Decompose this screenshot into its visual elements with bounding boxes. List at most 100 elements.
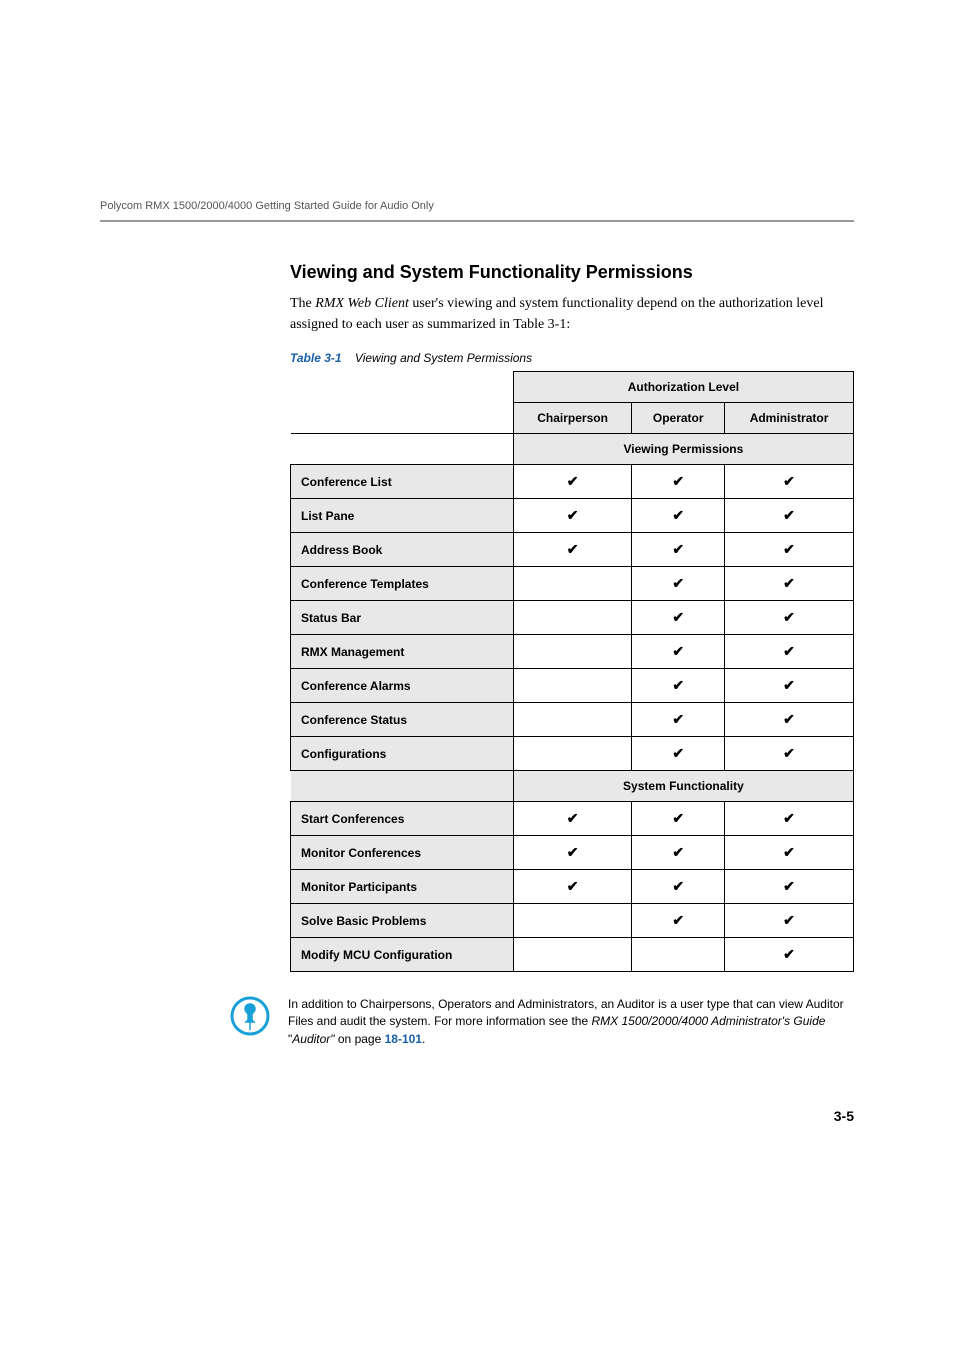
blank-corner bbox=[291, 372, 514, 434]
col-header: Administrator bbox=[725, 403, 854, 434]
table-caption: Table 3-1 Viewing and System Permissions bbox=[290, 351, 854, 365]
permission-cell: ✔ bbox=[725, 938, 854, 972]
permission-cell: ✔ bbox=[725, 904, 854, 938]
table-caption-label: Viewing and System Permissions bbox=[355, 351, 532, 365]
note-guide: RMX 1500/2000/4000 Administrator's Guide bbox=[591, 1014, 825, 1028]
check-icon: ✔ bbox=[783, 912, 795, 928]
row-label: Monitor Conferences bbox=[291, 836, 514, 870]
table-row: System Functionality bbox=[291, 771, 854, 802]
permission-cell: ✔ bbox=[725, 836, 854, 870]
permission-cell: ✔ bbox=[725, 802, 854, 836]
permission-cell: ✔ bbox=[513, 870, 632, 904]
check-icon: ✔ bbox=[783, 507, 795, 523]
check-icon: ✔ bbox=[672, 643, 684, 659]
col-header: Chairperson bbox=[513, 403, 632, 434]
header-rule bbox=[100, 220, 854, 222]
permission-cell bbox=[513, 601, 632, 635]
check-icon: ✔ bbox=[567, 473, 579, 489]
permission-cell: ✔ bbox=[632, 703, 725, 737]
check-icon: ✔ bbox=[783, 844, 795, 860]
permission-cell: ✔ bbox=[632, 499, 725, 533]
permission-cell: ✔ bbox=[725, 669, 854, 703]
table-row: Status Bar ✔ ✔ bbox=[291, 601, 854, 635]
note-page-link[interactable]: 18-101 bbox=[385, 1032, 422, 1046]
table-row: Configurations✔✔ bbox=[291, 737, 854, 771]
row-label: Conference Alarms bbox=[291, 669, 514, 703]
permission-cell: ✔ bbox=[632, 836, 725, 870]
intro-text-1: The bbox=[290, 296, 315, 311]
permission-cell: ✔ bbox=[725, 499, 854, 533]
permission-cell: ✔ bbox=[632, 669, 725, 703]
permission-cell: ✔ bbox=[725, 465, 854, 499]
permission-cell: ✔ bbox=[632, 465, 725, 499]
check-icon: ✔ bbox=[567, 507, 579, 523]
check-icon: ✔ bbox=[783, 643, 795, 659]
permission-cell: ✔ bbox=[632, 870, 725, 904]
table-row: Monitor Conferences✔✔✔ bbox=[291, 836, 854, 870]
permissions-table: Authorization Level Chairperson Operator… bbox=[290, 371, 854, 972]
check-icon: ✔ bbox=[672, 473, 684, 489]
row-label: Address Book bbox=[291, 533, 514, 567]
intro-paragraph: The RMX Web Client user's viewing and sy… bbox=[290, 293, 854, 335]
check-icon: ✔ bbox=[672, 541, 684, 557]
permission-cell: ✔ bbox=[725, 870, 854, 904]
permission-cell: ✔ bbox=[725, 635, 854, 669]
permission-cell: ✔ bbox=[513, 802, 632, 836]
row-label: Modify MCU Configuration bbox=[291, 938, 514, 972]
permission-cell: ✔ bbox=[725, 737, 854, 771]
check-icon: ✔ bbox=[783, 677, 795, 693]
check-icon: ✔ bbox=[783, 609, 795, 625]
check-icon: ✔ bbox=[567, 541, 579, 557]
table-row: Address Book ✔ ✔ ✔ bbox=[291, 533, 854, 567]
row-label: List Pane bbox=[291, 499, 514, 533]
note-block: In addition to Chairpersons, Operators a… bbox=[230, 996, 854, 1048]
check-icon: ✔ bbox=[672, 507, 684, 523]
check-icon: ✔ bbox=[783, 473, 795, 489]
permission-cell: ✔ bbox=[632, 567, 725, 601]
check-icon: ✔ bbox=[672, 912, 684, 928]
check-icon: ✔ bbox=[672, 711, 684, 727]
row-label: Solve Basic Problems bbox=[291, 904, 514, 938]
table-row: Conference Alarms ✔ ✔ bbox=[291, 669, 854, 703]
row-label: Monitor Participants bbox=[291, 870, 514, 904]
permission-cell: ✔ bbox=[725, 601, 854, 635]
permission-cell: ✔ bbox=[725, 703, 854, 737]
permission-cell: ✔ bbox=[632, 533, 725, 567]
check-icon: ✔ bbox=[672, 609, 684, 625]
section-title: Viewing and System Functionality Permiss… bbox=[290, 262, 854, 283]
intro-em: RMX Web Client bbox=[315, 296, 409, 311]
permission-cell bbox=[513, 737, 632, 771]
table-row: Monitor Participants ✔ ✔ ✔ bbox=[291, 870, 854, 904]
check-icon: ✔ bbox=[783, 878, 795, 894]
table-row: Authorization Level bbox=[291, 372, 854, 403]
row-label: Status Bar bbox=[291, 601, 514, 635]
check-icon: ✔ bbox=[567, 878, 579, 894]
row-label: Conference Templates bbox=[291, 567, 514, 601]
check-icon: ✔ bbox=[783, 946, 795, 962]
check-icon: ✔ bbox=[567, 810, 579, 826]
check-icon: ✔ bbox=[783, 745, 795, 761]
check-icon: ✔ bbox=[783, 810, 795, 826]
permission-cell: ✔ bbox=[632, 904, 725, 938]
permission-cell: ✔ bbox=[632, 601, 725, 635]
permission-cell: ✔ bbox=[513, 465, 632, 499]
permission-cell: ✔ bbox=[513, 499, 632, 533]
page-number: 3-5 bbox=[100, 1108, 854, 1124]
permission-cell: ✔ bbox=[632, 737, 725, 771]
check-icon: ✔ bbox=[672, 745, 684, 761]
permission-cell: ✔ bbox=[513, 836, 632, 870]
content-area: Viewing and System Functionality Permiss… bbox=[100, 262, 854, 1048]
permission-cell: ✔ bbox=[513, 533, 632, 567]
row-label: Conference Status bbox=[291, 703, 514, 737]
table-row: RMX Management✔✔ bbox=[291, 635, 854, 669]
table-row: Viewing Permissions bbox=[291, 434, 854, 465]
note-3: on page bbox=[335, 1032, 385, 1046]
check-icon: ✔ bbox=[783, 575, 795, 591]
check-icon: ✔ bbox=[672, 878, 684, 894]
permission-cell bbox=[513, 635, 632, 669]
table-row: List Pane ✔ ✔ ✔ bbox=[291, 499, 854, 533]
permission-cell: ✔ bbox=[725, 533, 854, 567]
permission-cell bbox=[513, 938, 632, 972]
check-icon: ✔ bbox=[672, 810, 684, 826]
permission-cell: ✔ bbox=[632, 802, 725, 836]
